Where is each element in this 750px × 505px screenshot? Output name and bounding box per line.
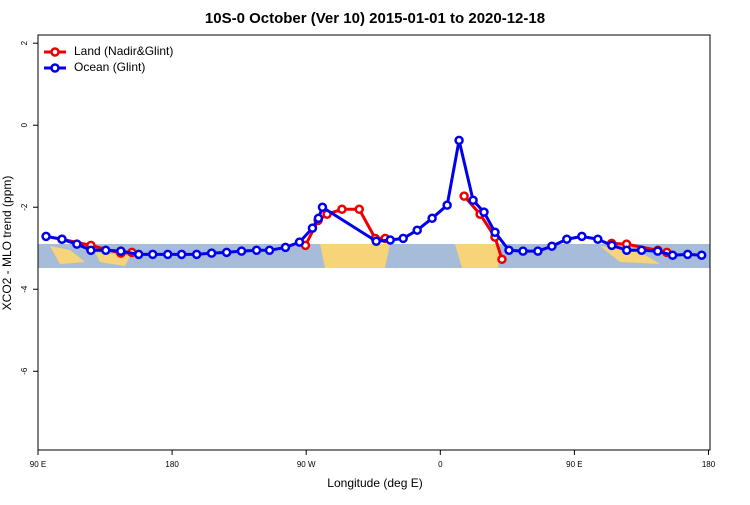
point — [163, 249, 173, 260]
y-tick-label: -2 — [20, 203, 29, 211]
point — [236, 246, 247, 256]
point — [251, 245, 262, 256]
point — [313, 213, 324, 224]
point — [191, 249, 202, 260]
point — [636, 245, 647, 256]
y-axis-label: XCO2 - MLO trend (ppm) — [0, 176, 14, 311]
point — [696, 250, 707, 260]
plot-frame — [37, 34, 711, 451]
map-land — [50, 244, 660, 268]
point — [398, 233, 408, 244]
y-tick-label: -4 — [20, 285, 29, 293]
point — [101, 245, 111, 256]
chart-title: 10S-0 October (Ver 10) 2015-01-01 to 202… — [205, 10, 545, 27]
legend-marker — [50, 47, 60, 57]
point — [57, 234, 67, 244]
x-tick-label: 0 — [438, 460, 443, 469]
legend-label: Land (Nadir&Glint) — [74, 44, 173, 58]
point — [562, 234, 572, 244]
x-tick-label: 180 — [702, 460, 716, 469]
point — [337, 204, 347, 215]
point — [116, 246, 126, 256]
point — [490, 227, 500, 237]
point — [133, 249, 144, 260]
point — [454, 135, 464, 146]
point — [518, 246, 528, 256]
point — [504, 245, 514, 256]
point — [86, 245, 96, 256]
point — [294, 237, 305, 247]
point — [317, 202, 328, 212]
point — [497, 254, 507, 265]
y-tick-label: 0 — [20, 122, 29, 127]
point — [354, 204, 364, 215]
point — [607, 240, 617, 251]
point — [280, 242, 291, 253]
point — [371, 236, 381, 247]
point — [479, 207, 489, 217]
point — [385, 235, 395, 245]
point — [577, 231, 587, 242]
y-tick-label: 2 — [20, 40, 29, 45]
point — [547, 241, 557, 251]
point — [206, 248, 217, 258]
legend-marker — [50, 63, 60, 73]
x-axis-label: Longitude (deg E) — [327, 476, 422, 490]
point — [72, 239, 82, 249]
x-tick-label: 90 W — [297, 460, 316, 469]
point — [176, 249, 187, 260]
point — [412, 225, 422, 235]
point — [533, 246, 543, 256]
point — [468, 195, 478, 206]
point — [307, 223, 318, 233]
point — [621, 245, 632, 256]
point — [147, 249, 158, 260]
legend-label: Ocean (Glint) — [74, 60, 145, 74]
point — [459, 191, 469, 201]
legend: Land (Nadir&Glint) Ocean (Glint) — [44, 44, 173, 74]
point — [442, 200, 452, 210]
y-tick-label: -6 — [20, 367, 29, 375]
point — [264, 245, 275, 256]
x-tick-label: 90 E — [566, 460, 582, 469]
x-tick-label: 180 — [165, 460, 179, 469]
point — [667, 250, 678, 260]
point — [593, 234, 603, 244]
point — [427, 213, 437, 224]
point — [652, 246, 663, 256]
x-tick-label: 90 E — [30, 460, 46, 469]
point — [221, 247, 232, 258]
point — [41, 231, 51, 242]
point — [682, 249, 693, 260]
